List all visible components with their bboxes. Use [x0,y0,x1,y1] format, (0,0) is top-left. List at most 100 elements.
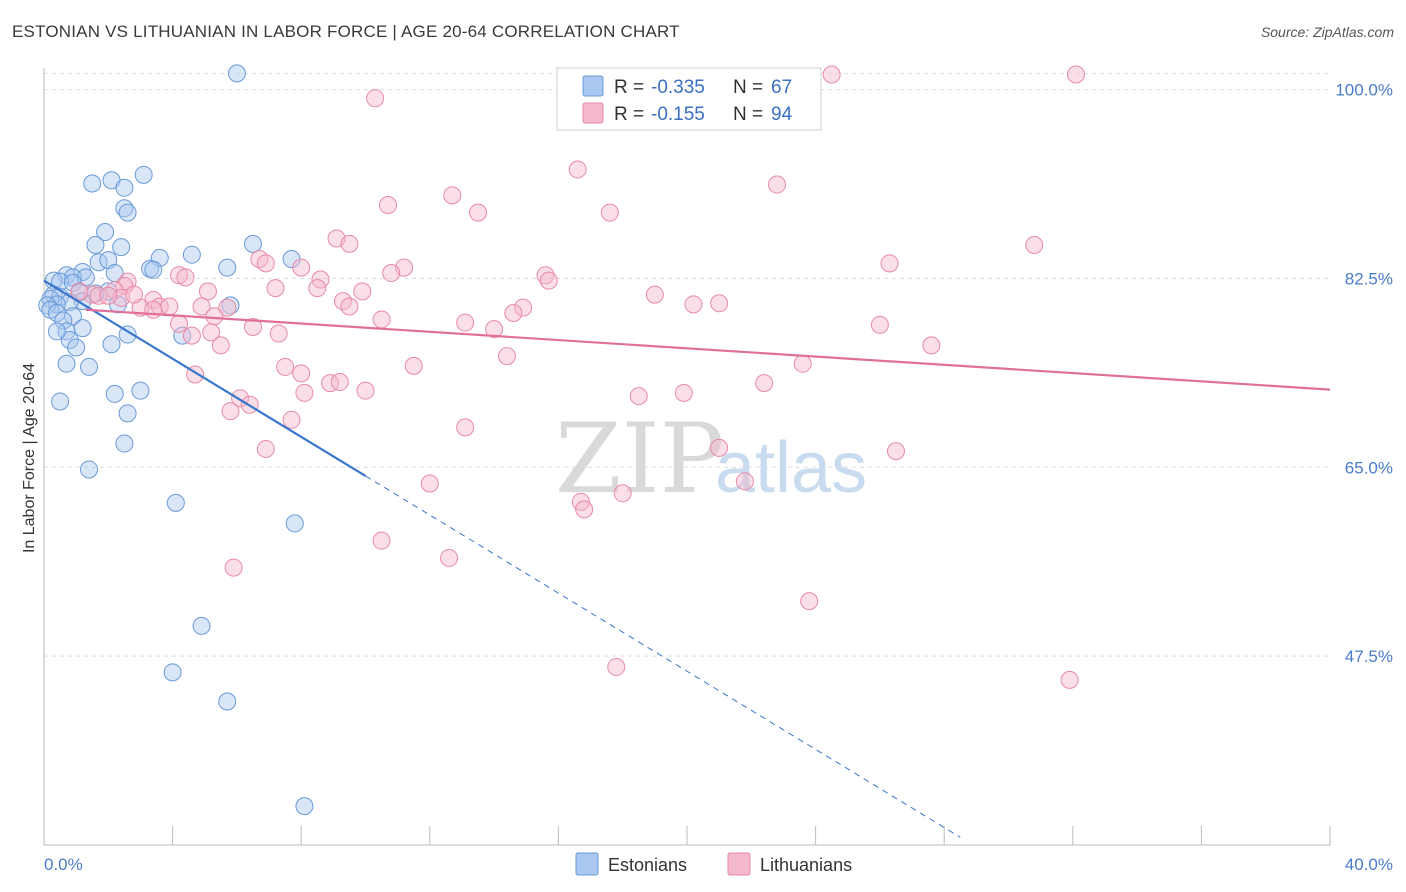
y-tick-label: 65.0% [1345,458,1393,477]
lithuanians-point [330,373,349,392]
estonians-point [57,354,76,373]
lithuanians-point [497,347,516,366]
lithuanians-trend-line [85,308,1331,391]
lithuanians-point [366,89,385,108]
axes [43,68,1330,846]
lithuanians-point [539,271,558,290]
estonians-points [38,64,314,816]
estonians-point [63,307,82,326]
estonians-point [218,258,237,277]
lithuanians-point [607,657,626,676]
estonians-point [60,330,79,349]
watermark-atlas: atlas [715,428,867,508]
lithuanians-point [353,282,372,301]
estonians-point [182,245,201,264]
lithuanians-point [221,402,240,421]
estonians-point [73,319,92,338]
estonians-point [86,235,105,254]
lithuanians-point [372,531,391,550]
lithuanians-point [218,298,237,317]
lithuanians-point [205,307,224,326]
estonians-point [105,384,124,403]
estonians-point [134,165,153,184]
lithuanians-point [125,285,144,304]
lithuanians-point [340,297,359,316]
x-tick-label: 40.0% [1345,855,1393,874]
estonians-point [243,234,262,253]
watermark-zip: ZIP [555,403,724,515]
series-legend-label-estonians: Estonians [608,855,687,875]
legend-swatch-estonians [582,75,604,97]
series-legend-swatch-lithuanians [727,852,751,876]
estonians-point [221,296,240,315]
estonians-point [115,178,134,197]
estonians-point [192,616,211,635]
legend-r-value-estonians: -0.335 [651,77,705,98]
lithuanians-point [600,203,619,222]
trend-lines [43,279,1331,838]
estonians-point [112,238,131,257]
lithuanians-point [735,472,754,491]
legend-r-value-lithuanians: -0.155 [651,104,705,125]
lithuanians-point [504,303,523,322]
lithuanians-point [440,548,459,567]
lithuanians-point [224,558,243,577]
estonians-point [47,322,66,341]
lithuanians-point [645,285,664,304]
lithuanians-point [793,354,812,373]
estonians-trend-extension [365,475,961,838]
lithuanians-point [575,500,594,519]
estonians-point [51,392,70,411]
lithuanians-point [372,310,391,329]
lithuanians-point [922,336,941,355]
estonians-point [295,797,314,816]
estonians-point [80,460,99,479]
estonians-point [54,311,73,330]
lithuanians-point [321,374,340,393]
estonians-point [118,404,137,423]
lithuanians-point [886,442,905,461]
lithuanians-point [613,484,632,503]
estonians-point [102,335,121,354]
lithuanians-point [485,320,504,339]
lithuanians-point [192,297,211,316]
tick-labels: 100.0% 82.5% 65.0% 47.5% 0.0% 40.0% [44,81,1393,874]
lithuanians-point [202,323,221,342]
lithuanians-point [276,357,295,376]
estonians-point [115,434,134,453]
lithuanians-point [340,234,359,253]
lithuanians-point [629,387,648,406]
lithuanians-point [198,282,217,301]
lithuanians-point [211,336,230,355]
legend-n-label-lithuanians: N = [733,104,763,125]
watermark: ZIP atlas [555,403,867,515]
lithuanians-point [382,264,401,283]
chart-title: ESTONIAN VS LITHUANIAN IN LABOR FORCE | … [12,22,680,41]
lithuanians-point [755,374,774,393]
lithuanians-point [243,318,262,336]
y-tick-label: 82.5% [1345,269,1393,288]
lithuanians-point [880,254,899,273]
lithuanians-point [292,364,311,383]
estonians-point [67,338,86,357]
stats-legend: R = -0.335 N = 67 R = -0.155 N = 94 [556,67,822,131]
series-legend: Estonians Lithuanians [575,852,852,876]
estonians-point [163,663,182,682]
series-legend-label-lithuanians: Lithuanians [760,855,852,875]
lithuanians-point [176,268,195,287]
lithuanians-point [295,383,314,402]
lithuanians-point [443,186,462,205]
legend-n-value-estonians: 67 [771,77,792,98]
lithuanians-point [456,418,475,437]
estonians-point [144,260,163,279]
lithuanians-point [256,254,275,273]
lithuanians-point [170,314,189,333]
x-tick-label: 0.0% [44,855,83,874]
lithuanians-point [456,313,475,332]
lithuanians-point [160,297,179,316]
estonians-point [96,223,115,242]
lithuanians-point [870,315,889,334]
estonians-point [218,692,237,711]
lithuanians-point [420,474,439,493]
